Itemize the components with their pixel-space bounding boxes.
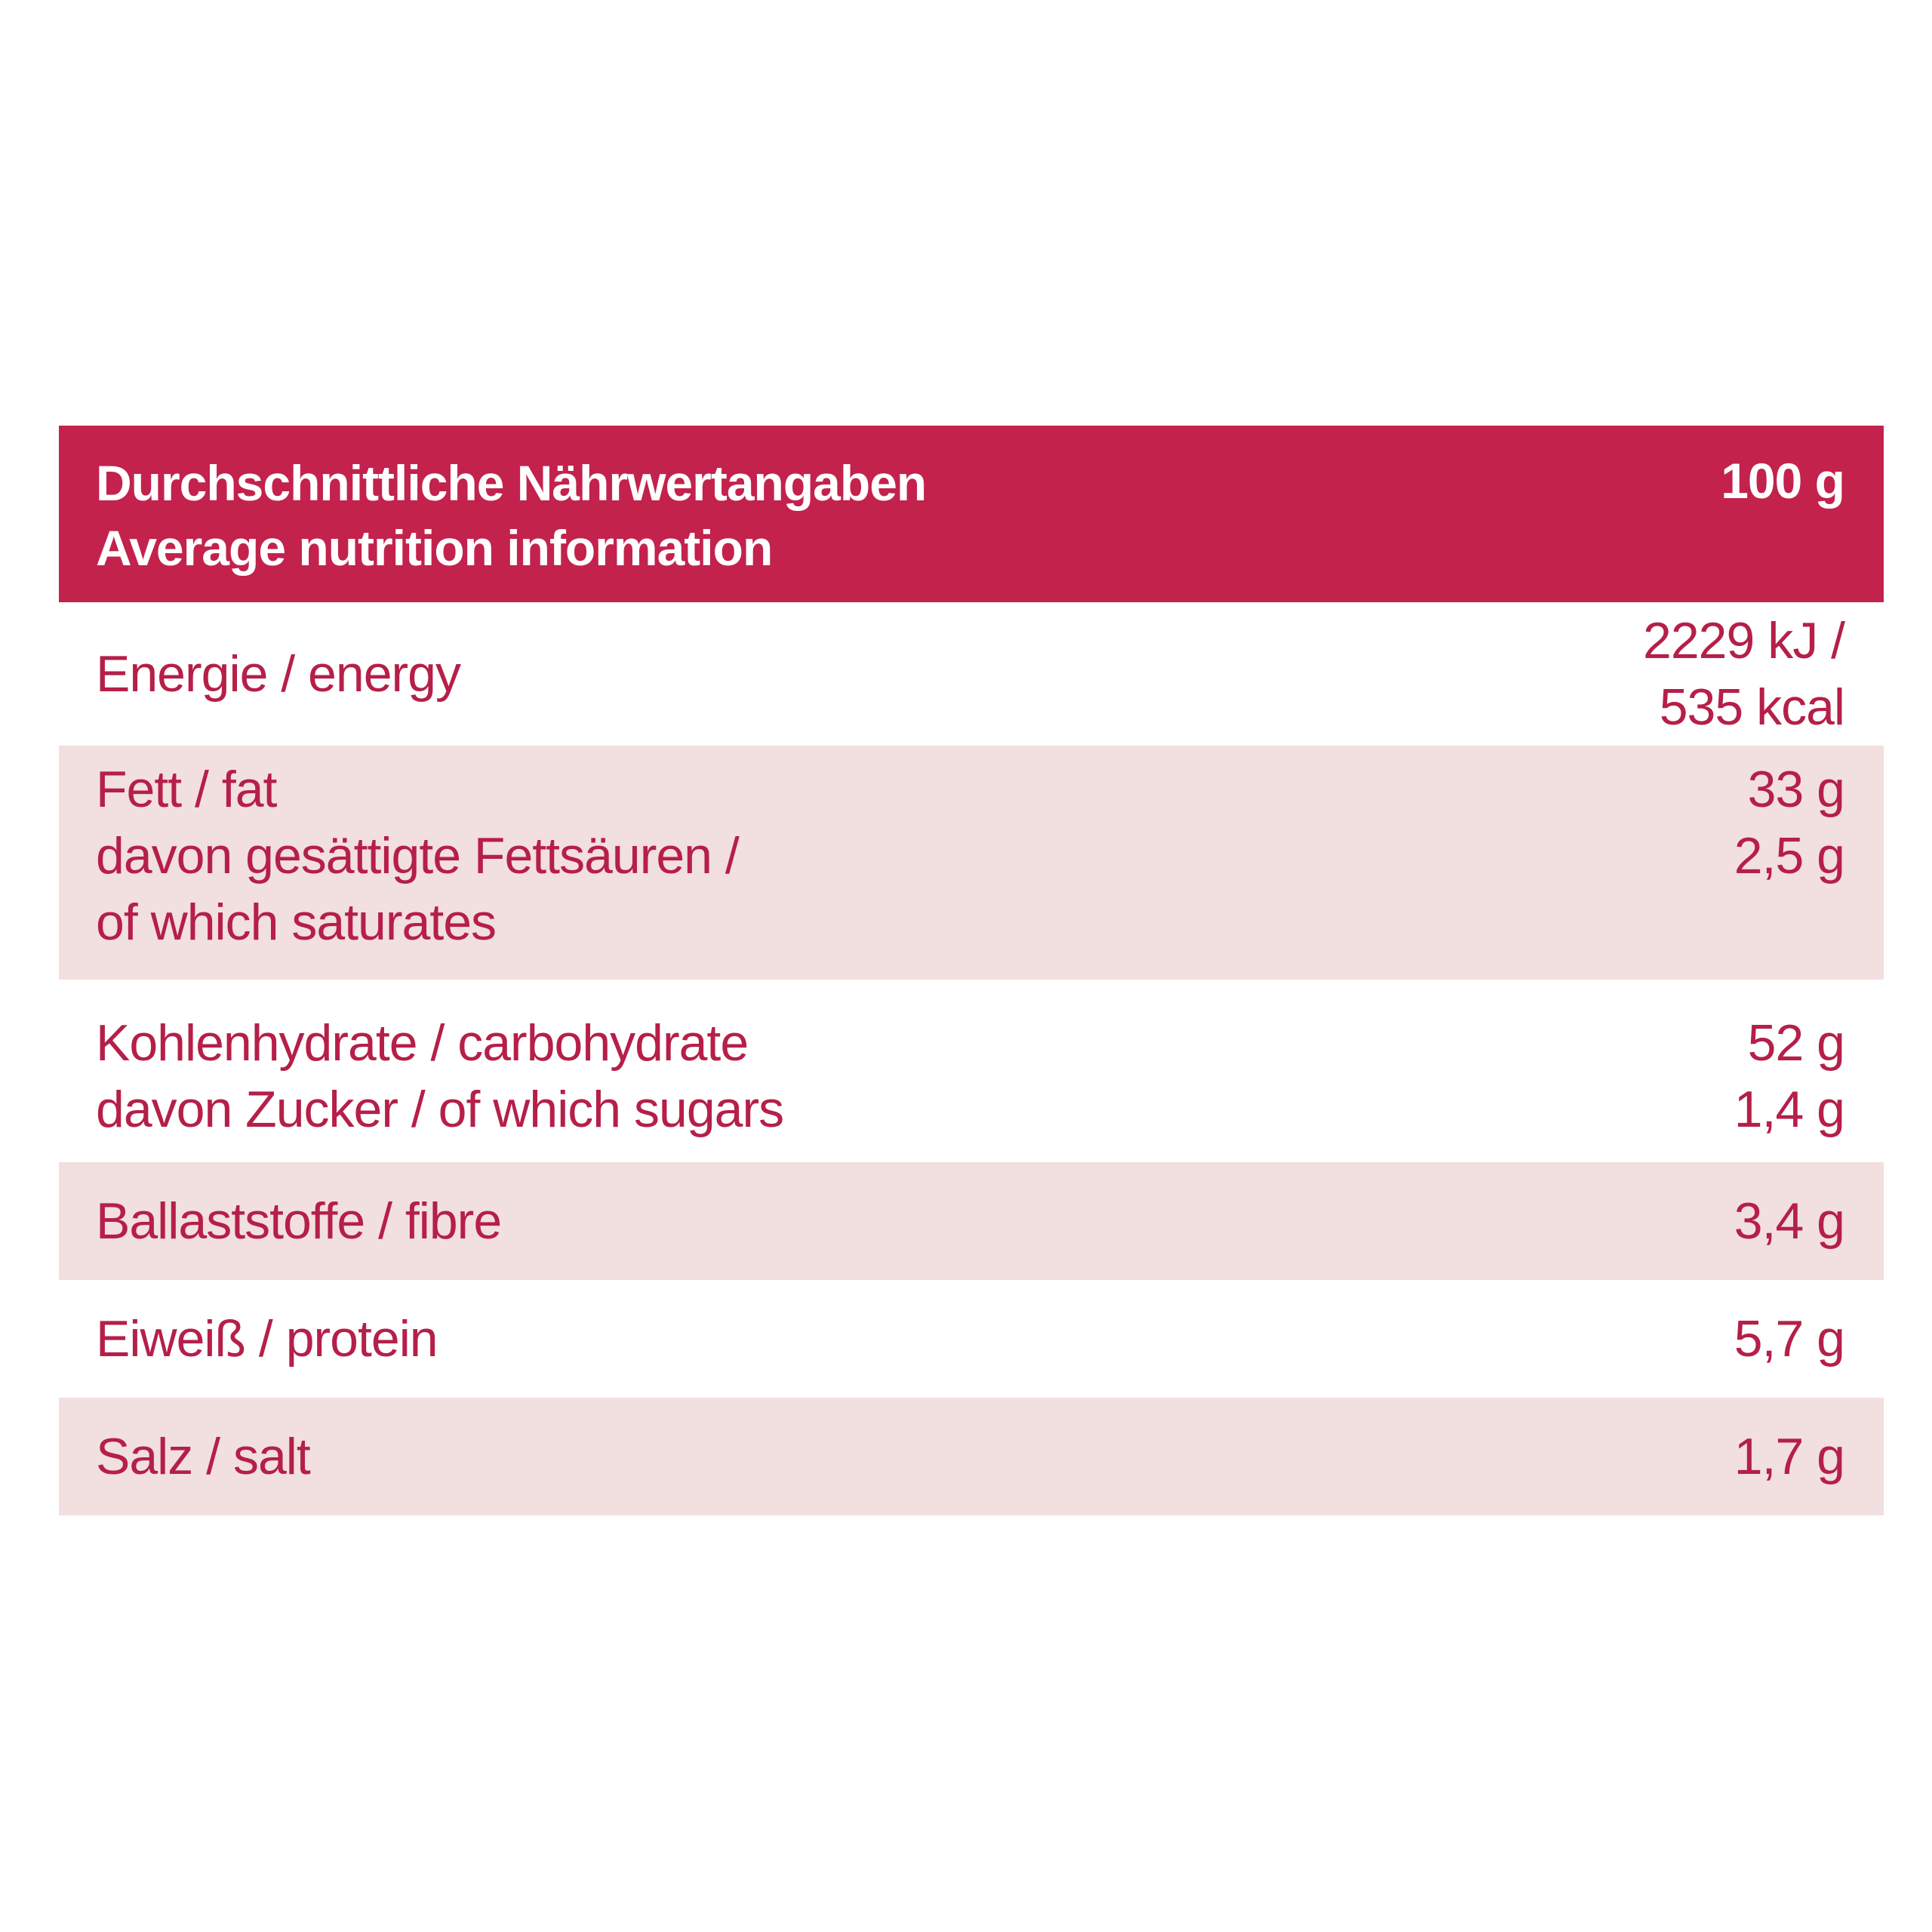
sugars-label: davon Zucker / of which sugars (96, 1081, 784, 1138)
carbohydrate-value: 52 g (1747, 1014, 1845, 1072)
header-per-amount-text: 100 g (1721, 453, 1845, 509)
sugars-value: 1,4 g (1734, 1081, 1845, 1138)
row-label: Eiweiß / protein (96, 1306, 438, 1372)
row-label: Fett / fat davon gesättigte Fettsäuren /… (96, 756, 740, 955)
table-row-fat: Fett / fat davon gesättigte Fettsäuren /… (59, 746, 1884, 980)
row-label: Ballaststoffe / fibre (96, 1188, 502, 1254)
table-row-carbohydrate: Kohlenhydrate / carbohydrate davon Zucke… (59, 980, 1884, 1162)
row-value: 2229 kJ / 535 kcal (1643, 608, 1845, 740)
table-row-protein: Eiweiß / protein 5,7 g (59, 1280, 1884, 1398)
row-label: Salz / salt (96, 1423, 311, 1490)
row-label: Energie / energy (96, 641, 461, 707)
protein-label: Eiweiß / protein (96, 1310, 438, 1367)
energy-kcal-value: 535 kcal (1659, 678, 1845, 736)
row-value: 5,7 g (1734, 1306, 1845, 1372)
table-header: Durchschnittliche Nährwertangaben Averag… (59, 426, 1884, 602)
protein-value: 5,7 g (1734, 1310, 1845, 1367)
saturates-value: 2,5 g (1734, 827, 1845, 884)
header-per-amount: 100 g (1721, 426, 1845, 513)
table-row-salt: Salz / salt 1,7 g (59, 1398, 1884, 1515)
header-title: Durchschnittliche Nährwertangaben Averag… (96, 448, 927, 580)
nutrition-table: Durchschnittliche Nährwertangaben Averag… (59, 426, 1884, 1515)
row-value: 52 g 1,4 g (1734, 1010, 1845, 1143)
fibre-value: 3,4 g (1734, 1192, 1845, 1250)
saturates-label-line1: davon gesättigte Fettsäuren / (96, 827, 740, 884)
salt-value: 1,7 g (1734, 1428, 1845, 1485)
energy-kj-value: 2229 kJ / (1643, 612, 1845, 669)
fat-label: Fett / fat (96, 761, 277, 818)
fibre-label: Ballaststoffe / fibre (96, 1192, 502, 1250)
header-title-english: Average nutrition information (96, 520, 773, 576)
fat-value: 33 g (1747, 761, 1845, 818)
row-value: 3,4 g (1734, 1188, 1845, 1254)
carbohydrate-label: Kohlenhydrate / carbohydrate (96, 1014, 749, 1072)
salt-label: Salz / salt (96, 1428, 311, 1485)
table-row-fibre: Ballaststoffe / fibre 3,4 g (59, 1162, 1884, 1280)
row-value: 33 g 2,5 g (1734, 756, 1845, 889)
row-label: Kohlenhydrate / carbohydrate davon Zucke… (96, 1010, 784, 1143)
saturates-label-line2: of which saturates (96, 894, 497, 951)
table-row-energy: Energie / energy 2229 kJ / 535 kcal (59, 602, 1884, 746)
row-value: 1,7 g (1734, 1423, 1845, 1490)
header-title-german: Durchschnittliche Nährwertangaben (96, 455, 927, 511)
energy-label: Energie / energy (96, 645, 461, 703)
